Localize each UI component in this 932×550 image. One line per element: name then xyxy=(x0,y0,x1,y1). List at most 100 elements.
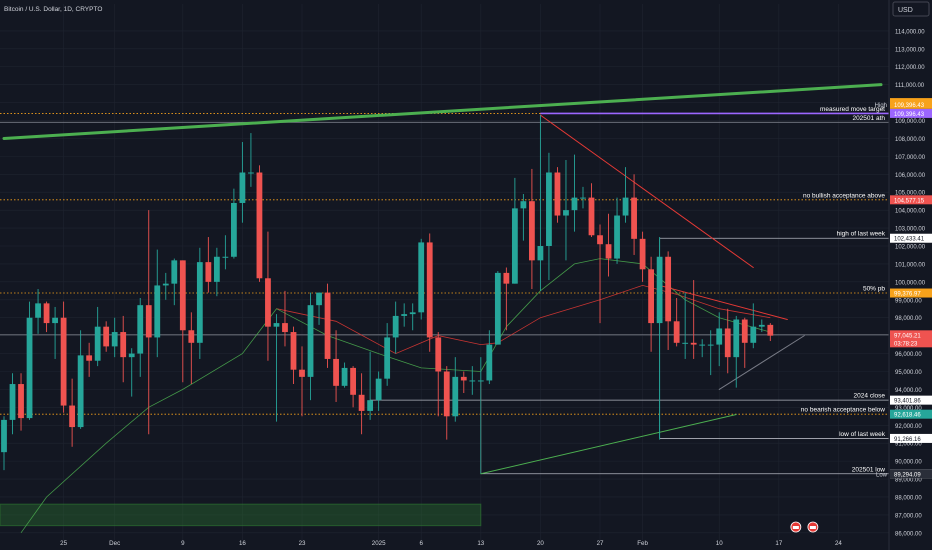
candle[interactable] xyxy=(546,152,552,281)
candle[interactable] xyxy=(648,256,655,352)
candle-body[interactable] xyxy=(239,172,246,203)
candle-body[interactable] xyxy=(409,312,416,315)
candle-body[interactable] xyxy=(256,172,263,279)
candle[interactable] xyxy=(520,194,527,241)
candle[interactable] xyxy=(597,224,603,324)
candle[interactable] xyxy=(716,312,723,367)
currency-button[interactable]: USD xyxy=(892,1,930,17)
candle[interactable] xyxy=(614,197,620,264)
candle[interactable] xyxy=(103,321,110,352)
candle[interactable] xyxy=(154,249,161,358)
candle-body[interactable] xyxy=(9,384,16,420)
candle-body[interactable] xyxy=(750,326,757,343)
candle-body[interactable] xyxy=(316,292,322,306)
candle[interactable] xyxy=(26,301,33,420)
candle[interactable] xyxy=(690,280,697,359)
candle-body[interactable] xyxy=(699,344,706,346)
candle-body[interactable] xyxy=(648,269,655,324)
candle-body[interactable] xyxy=(529,201,535,261)
candle-body[interactable] xyxy=(758,324,765,327)
candle[interactable] xyxy=(86,342,93,377)
candle-body[interactable] xyxy=(111,332,118,347)
candle-body[interactable] xyxy=(248,172,254,174)
candle[interactable] xyxy=(767,323,774,342)
event-marker-icon[interactable] xyxy=(807,521,819,533)
candle[interactable] xyxy=(367,351,374,420)
candles[interactable] xyxy=(1,115,774,474)
candle-body[interactable] xyxy=(103,326,110,347)
candle[interactable] xyxy=(248,133,254,187)
candle[interactable] xyxy=(477,357,484,474)
candle[interactable] xyxy=(656,237,663,440)
candle-body[interactable] xyxy=(520,201,527,209)
candle[interactable] xyxy=(435,332,442,417)
candle-body[interactable] xyxy=(145,305,152,338)
candle-body[interactable] xyxy=(673,321,680,343)
candle-body[interactable] xyxy=(120,332,127,358)
candle[interactable] xyxy=(418,238,425,320)
candle-body[interactable] xyxy=(716,328,723,345)
candle[interactable] xyxy=(273,314,280,422)
candle[interactable] xyxy=(282,290,288,347)
candle-body[interactable] xyxy=(222,256,229,258)
candle-body[interactable] xyxy=(265,278,271,327)
candle[interactable] xyxy=(94,306,101,367)
candle-body[interactable] xyxy=(494,272,501,345)
candle[interactable] xyxy=(1,416,7,471)
candle-body[interactable] xyxy=(341,367,348,386)
candle[interactable] xyxy=(707,330,714,376)
candle-body[interactable] xyxy=(469,380,476,382)
price-axis[interactable] xyxy=(889,0,932,550)
candle[interactable] xyxy=(401,303,408,327)
candle[interactable] xyxy=(622,167,629,223)
candle-body[interactable] xyxy=(128,353,135,358)
candle-body[interactable] xyxy=(546,172,552,247)
candle-body[interactable] xyxy=(18,384,24,419)
candle[interactable] xyxy=(9,373,16,435)
candle[interactable] xyxy=(724,308,731,374)
candle[interactable] xyxy=(605,213,612,277)
candle-body[interactable] xyxy=(171,260,178,284)
candle-body[interactable] xyxy=(503,272,510,284)
candle[interactable] xyxy=(452,357,459,422)
candle-body[interactable] xyxy=(665,256,672,322)
candle[interactable] xyxy=(239,142,246,223)
candle[interactable] xyxy=(171,258,178,306)
candle-body[interactable] xyxy=(26,317,33,419)
candle-body[interactable] xyxy=(137,305,144,354)
candle[interactable] xyxy=(392,301,399,354)
candle-body[interactable] xyxy=(614,215,620,259)
candle-body[interactable] xyxy=(401,314,408,316)
candle-body[interactable] xyxy=(435,337,442,372)
candle[interactable] xyxy=(358,373,365,435)
candle-body[interactable] xyxy=(631,197,637,239)
candle-body[interactable] xyxy=(324,292,331,359)
candle-body[interactable] xyxy=(597,235,603,245)
candle[interactable] xyxy=(511,177,518,284)
candle-body[interactable] xyxy=(179,260,186,331)
candle-body[interactable] xyxy=(452,376,459,417)
candle[interactable] xyxy=(213,247,220,297)
candle[interactable] xyxy=(256,165,263,282)
candle-body[interactable] xyxy=(282,323,288,333)
candle-body[interactable] xyxy=(367,400,374,411)
candle[interactable] xyxy=(316,292,322,325)
candle[interactable] xyxy=(741,317,748,368)
candle-body[interactable] xyxy=(196,262,203,343)
candle[interactable] xyxy=(699,339,706,358)
candle[interactable] xyxy=(460,371,467,394)
candle[interactable] xyxy=(179,260,186,383)
candle-body[interactable] xyxy=(741,319,748,343)
candle-body[interactable] xyxy=(537,246,544,261)
candle-body[interactable] xyxy=(384,337,391,379)
candle-body[interactable] xyxy=(580,197,586,199)
candle[interactable] xyxy=(682,292,689,359)
candle[interactable] xyxy=(333,330,339,402)
candle[interactable] xyxy=(443,366,450,440)
candle[interactable] xyxy=(290,326,297,385)
candle[interactable] xyxy=(639,231,646,282)
candle[interactable] xyxy=(188,312,195,385)
candle[interactable] xyxy=(341,362,348,388)
candle-body[interactable] xyxy=(86,355,93,361)
